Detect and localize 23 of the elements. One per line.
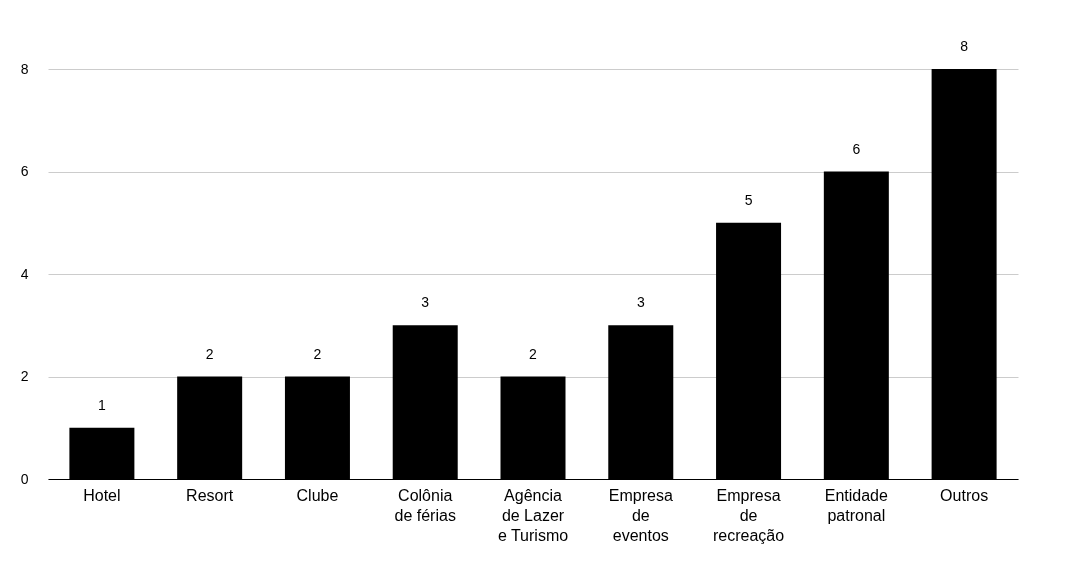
- x-tick-label: Outros: [940, 486, 989, 504]
- x-tick-label: Empresa de recreação: [712, 486, 785, 544]
- x-tick-label: Colônia de férias: [394, 486, 456, 524]
- data-label: 3: [421, 294, 430, 311]
- data-label: 5: [744, 191, 753, 208]
- y-tick-label: 4: [20, 265, 29, 282]
- data-label: 6: [852, 140, 861, 157]
- x-tick-label: Clube: [296, 486, 339, 504]
- x-tick-label: Entidade patronal: [824, 486, 889, 524]
- y-tick-label: 8: [20, 60, 29, 77]
- y-tick-label: 0: [20, 470, 29, 487]
- y-tick-label: 6: [20, 163, 29, 179]
- x-tick-label: Empresa de eventos: [608, 486, 673, 544]
- x-tick-label: Hotel: [83, 486, 121, 504]
- data-label: 1: [97, 396, 106, 413]
- data-label: 8: [960, 38, 969, 54]
- data-label: 2: [205, 345, 214, 362]
- data-label: 2: [313, 345, 322, 362]
- x-tick-label: Agência de Lazer e Turismo: [497, 486, 569, 544]
- data-label: 3: [636, 294, 645, 311]
- data-label: 2: [529, 345, 538, 362]
- y-tick-label: 2: [20, 368, 29, 384]
- x-tick-label: Resort: [186, 486, 234, 504]
